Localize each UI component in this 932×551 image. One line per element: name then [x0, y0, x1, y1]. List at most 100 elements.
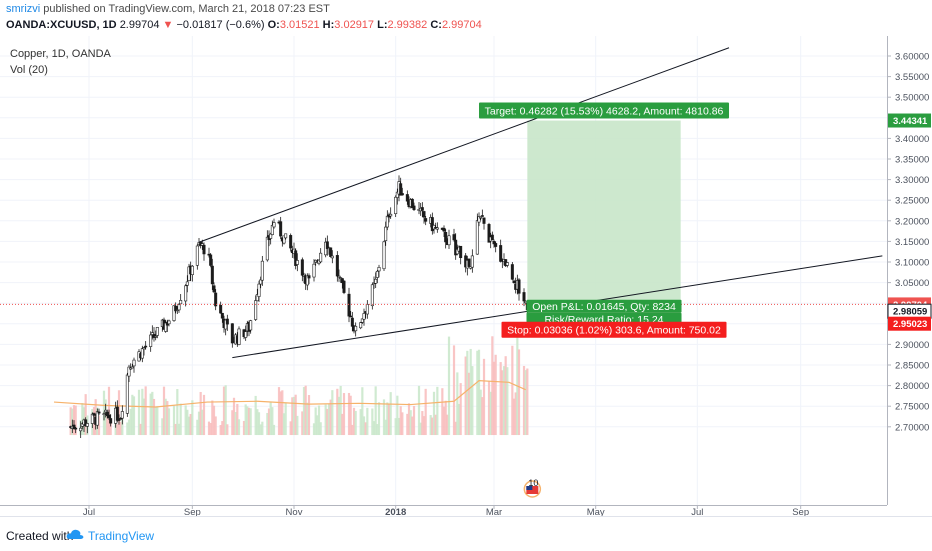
volume-bar	[342, 393, 346, 436]
price-tick-label: 3.05000	[895, 278, 929, 289]
price-axis[interactable]: 3.600003.550003.500003.450003.400003.350…	[887, 36, 932, 505]
volume-bar	[199, 391, 202, 436]
time-axis[interactable]: Jul Sep Nov 2018 Mar May Jul Sep	[0, 505, 887, 518]
volume-bar	[257, 412, 261, 436]
volume-bar	[387, 403, 391, 436]
volume-bar	[174, 423, 177, 436]
candle-body	[129, 367, 133, 370]
candle-body	[494, 243, 498, 247]
tradingview-cloud-icon	[66, 529, 84, 539]
volume-bar	[444, 400, 447, 436]
chart-area[interactable]: Target: 0.46282 (15.53%) 4628.2, Amount:…	[0, 36, 932, 518]
volume-bar	[301, 411, 304, 436]
volume-bar	[284, 402, 287, 436]
candle-body	[97, 411, 101, 414]
volume-bar	[144, 386, 147, 436]
volume-bar	[499, 362, 502, 436]
volume-bar	[469, 348, 472, 436]
author-link[interactable]: smrizvi	[6, 3, 41, 15]
candle-body	[375, 270, 379, 278]
volume-bar	[259, 424, 262, 436]
volume-bar	[492, 361, 496, 436]
candle-body	[499, 245, 503, 262]
volume-bar	[226, 424, 229, 436]
volume-bar	[69, 407, 72, 436]
volume-bar	[179, 403, 182, 436]
candle-body	[329, 247, 333, 257]
candle-body	[360, 318, 364, 323]
ohlc-line: OANDA:XCUUSD, 1D 2.99704 ▼ −0.01817 (−0.…	[6, 19, 482, 31]
close-label: C:	[430, 19, 442, 31]
candle-body	[115, 406, 119, 421]
candle-body	[119, 418, 123, 420]
volume-bar	[489, 391, 492, 436]
candle-body	[172, 305, 176, 321]
volume-bar	[347, 392, 351, 436]
candle-body	[487, 224, 491, 243]
candle-body	[127, 366, 131, 377]
candle-body	[102, 413, 106, 415]
price-tick-label: 3.60000	[895, 52, 929, 63]
candle-body	[330, 255, 334, 259]
volume-bar	[452, 345, 456, 436]
candle-body	[467, 258, 471, 267]
volume-bar	[272, 424, 276, 436]
volume-bar	[317, 405, 321, 436]
candle-body	[510, 264, 514, 280]
volume-bar	[522, 365, 526, 436]
volume-bar	[337, 396, 341, 436]
footer: Created with TradingView	[0, 516, 932, 551]
volume-bar	[191, 400, 194, 436]
volume-bar	[129, 408, 132, 436]
close-value: 2.99704	[441, 19, 482, 31]
candle-body	[492, 240, 496, 245]
flag-canton	[526, 486, 533, 490]
target-zone	[527, 120, 681, 312]
price-chart[interactable]: Target: 0.46282 (15.53%) 4628.2, Amount:…	[0, 36, 932, 518]
candle-body	[282, 235, 286, 244]
candle-body	[385, 215, 389, 228]
candle-body	[72, 424, 76, 430]
candle-body	[244, 331, 248, 338]
volume-bar	[382, 399, 386, 436]
volume-bar	[419, 422, 422, 436]
candle-body	[412, 205, 416, 210]
volume-bar	[467, 372, 471, 436]
candle-body	[435, 227, 439, 230]
earnings-badge[interactable]: 10	[523, 478, 542, 498]
volume-bar	[292, 396, 296, 436]
candle-body	[104, 409, 108, 413]
tradingview-brand-link[interactable]: TradingView	[88, 529, 155, 543]
volume-bar	[247, 407, 251, 436]
time-tick-label: Jul	[691, 507, 703, 516]
time-tick-label: Sep	[792, 507, 809, 516]
candle-body	[105, 411, 109, 417]
volume-bar	[436, 386, 439, 436]
volume-bar	[201, 409, 204, 436]
volume-bar	[371, 408, 374, 436]
created-with-label: Created with	[6, 529, 74, 543]
volume-bar	[429, 415, 432, 436]
volume-bar	[249, 408, 252, 436]
volume-bar	[417, 385, 421, 436]
candle-body	[312, 263, 316, 278]
volume-bar	[512, 398, 516, 436]
candle-body	[200, 243, 204, 246]
candle-body	[354, 325, 358, 332]
price-tick-label: 2.80000	[895, 381, 929, 392]
volume-bar	[399, 406, 402, 436]
volume-bar	[186, 409, 189, 436]
target-label: Target: 0.46282 (15.53%) 4628.2, Amount:…	[485, 105, 724, 117]
volume-bar	[306, 402, 309, 436]
volume-ma-line	[53, 380, 526, 408]
candle-body	[209, 254, 213, 266]
volume-bar	[389, 392, 392, 436]
volume-bar	[72, 405, 76, 436]
volume-bar	[316, 415, 319, 436]
volume-bar	[267, 408, 271, 436]
volume-bar	[312, 423, 316, 436]
candle-body	[319, 252, 323, 263]
candle-body	[284, 233, 288, 239]
volume-bar	[421, 411, 424, 436]
volume-bar	[234, 412, 237, 436]
